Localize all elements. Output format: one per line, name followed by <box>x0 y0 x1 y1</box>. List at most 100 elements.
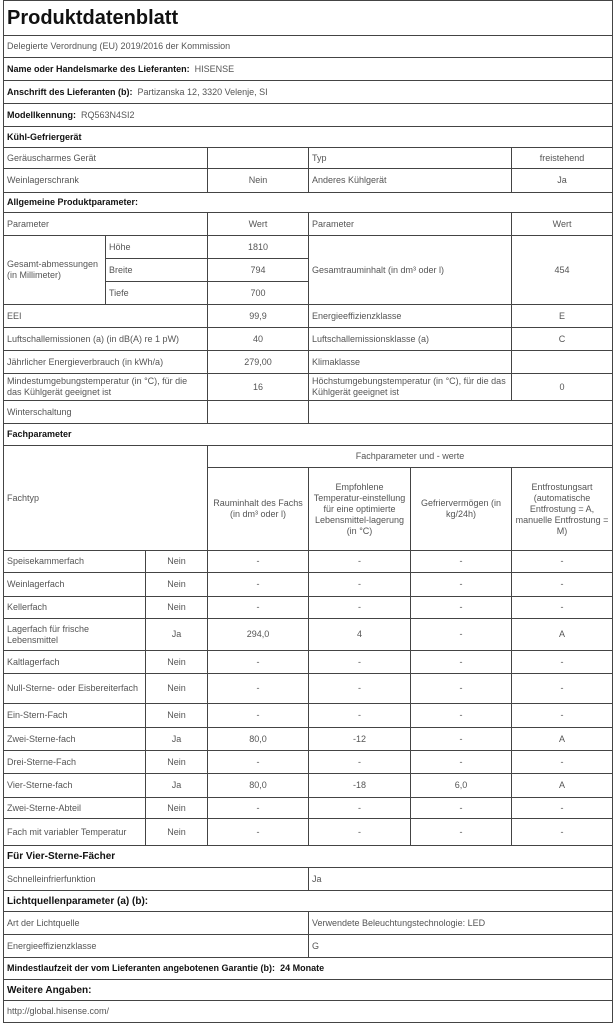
row-value <box>510 350 614 374</box>
light-label: Art der Lichtquelle <box>3 911 309 935</box>
compartment-temperature: - <box>308 797 411 819</box>
compartment-freezing-capacity: - <box>410 572 512 597</box>
compartment-defrost-type: A <box>510 773 614 798</box>
winter-label: Winterschaltung <box>3 400 208 424</box>
fach-group-header: Fachparameter und - werte <box>206 445 614 468</box>
model-row: Modellkennung: RQ563N4SI2 <box>2 103 614 127</box>
compartment-name: Fach mit variabler Temperatur <box>3 818 146 846</box>
row-value: 0 <box>510 373 614 401</box>
compartment-defrost-type: - <box>510 550 614 573</box>
compartment-row: Zwei-Sterne-Abteil Nein - - - - <box>3 797 614 819</box>
dimension-value: 700 <box>207 281 309 305</box>
row-label: Luftschallemissionen (a) (in dB(A) re 1 … <box>3 327 208 351</box>
light-value: G <box>307 934 614 958</box>
compartment-volume: - <box>207 550 309 573</box>
compartment-name: Kellerfach <box>3 596 146 619</box>
compartment-row: Kaltlagerfach Nein - - - - <box>3 650 614 674</box>
compartment-volume: - <box>207 818 309 846</box>
compartment-defrost-type: - <box>510 797 614 819</box>
address-row: Anschrift des Lieferanten (b): Partizans… <box>2 80 614 104</box>
compartment-defrost-type: - <box>510 703 614 728</box>
row-value <box>207 147 309 169</box>
further-heading: Weitere Angaben: <box>2 979 614 1001</box>
website-link[interactable]: http://global.hisense.com/ <box>2 1000 614 1023</box>
compartment-name: Zwei-Sterne-fach <box>3 727 146 751</box>
compartment-temperature: - <box>308 650 411 674</box>
compartment-name: Kaltlagerfach <box>3 650 146 674</box>
compartment-present: Ja <box>145 773 208 798</box>
compartment-present: Nein <box>145 550 208 573</box>
compartment-temperature: -12 <box>308 727 411 751</box>
compartment-volume: 294,0 <box>207 618 309 651</box>
page-title: Produktdatenblatt <box>2 0 614 36</box>
compartment-temperature: - <box>308 596 411 619</box>
warranty-label: Mindestlaufzeit der vom Lieferanten ange… <box>7 963 276 973</box>
compartment-freezing-capacity: - <box>410 797 512 819</box>
subtitle: Delegierte Verordnung (EU) 2019/2016 der… <box>2 35 614 58</box>
compartment-temperature: - <box>308 673 411 704</box>
row-value: C <box>510 327 614 351</box>
fach-heading: Fachparameter <box>2 423 614 446</box>
quick-freeze-label: Schnelleinfrierfunktion <box>3 867 309 891</box>
compartment-row: Ein-Stern-Fach Nein - - - - <box>3 703 614 728</box>
row-value: freistehend <box>510 147 614 169</box>
compartment-defrost-type: A <box>510 618 614 651</box>
row-value: Nein <box>207 168 309 193</box>
compartment-volume: - <box>207 596 309 619</box>
row-label: Typ <box>308 147 512 169</box>
row-value: 99,9 <box>207 304 309 328</box>
compartment-freezing-capacity: - <box>410 650 512 674</box>
dimension-label: Höhe <box>105 235 208 259</box>
compartment-freezing-capacity: - <box>410 818 512 846</box>
compartment-freezing-capacity: - <box>410 727 512 751</box>
compartment-present: Nein <box>145 818 208 846</box>
row-label: Luftschallemissionsklasse (a) <box>308 327 512 351</box>
total-volume-value: 454 <box>510 235 614 305</box>
compartment-present: Nein <box>145 797 208 819</box>
compartment-volume: 80,0 <box>207 727 309 751</box>
compartment-row: Speisekammerfach Nein - - - - <box>3 550 614 573</box>
row-label: Höchstumgebungstemperatur (in °C), für d… <box>308 373 512 401</box>
compartment-defrost-type: - <box>510 650 614 674</box>
compartment-volume: - <box>207 673 309 704</box>
compartment-defrost-type: - <box>510 818 614 846</box>
compartment-freezing-capacity: - <box>410 673 512 704</box>
model-label: Modellkennung: <box>7 109 76 120</box>
supplier-value: HISENSE <box>194 63 235 74</box>
compartment-name: Drei-Sterne-Fach <box>3 750 146 774</box>
supplier-label: Name oder Handelsmarke des Lieferanten: <box>7 63 190 74</box>
address-value: Partizanska 12, 3320 Velenje, SI <box>137 86 268 97</box>
compartment-row: Weinlagerfach Nein - - - - <box>3 572 614 597</box>
col-param: Parameter <box>308 212 512 236</box>
warranty-row: Mindestlaufzeit der vom Lieferanten ange… <box>2 957 614 980</box>
compartment-name: Null-Sterne- oder Eisbereiterfach <box>3 673 146 704</box>
light-heading: Lichtquellenparameter (a) (b): <box>2 890 614 912</box>
compartment-row: Null-Sterne- oder Eisbereiterfach Nein - - -… <box>3 673 614 704</box>
compartment-name: Speisekammerfach <box>3 550 146 573</box>
row-label: Anderes Kühlgerät <box>308 168 512 193</box>
fach-col-header: Gefriervermögen (in kg/24h) <box>410 467 512 551</box>
compartment-present: Nein <box>145 596 208 619</box>
row-label: Klimaklasse <box>308 350 512 374</box>
compartment-temperature: - <box>308 550 411 573</box>
compartment-row: Fach mit variabler Temperatur Nein - - - - <box>3 818 614 846</box>
row-label: Geräuscharmes Gerät <box>3 147 208 169</box>
compartment-temperature: - <box>308 750 411 774</box>
compartment-temperature: - <box>308 818 411 846</box>
compartment-defrost-type: A <box>510 727 614 751</box>
winter-value <box>207 400 309 424</box>
compartment-defrost-type: - <box>510 572 614 597</box>
compartment-freezing-capacity: - <box>410 750 512 774</box>
compartment-defrost-type: - <box>510 673 614 704</box>
col-value: Wert <box>510 212 614 236</box>
compartment-row: Zwei-Sterne-fach Ja 80,0 -12- A <box>3 727 614 751</box>
model-value: RQ563N4SI2 <box>81 109 135 120</box>
compartment-present: Ja <box>145 618 208 651</box>
four-star-heading: Für Vier-Sterne-Fächer <box>2 845 614 868</box>
row-value: Ja <box>510 168 614 193</box>
compartment-volume: - <box>207 703 309 728</box>
compartment-row: Drei-Sterne-Fach Nein - - - - <box>3 750 614 774</box>
col-param: Parameter <box>3 212 208 236</box>
row-value: 16 <box>207 373 309 401</box>
